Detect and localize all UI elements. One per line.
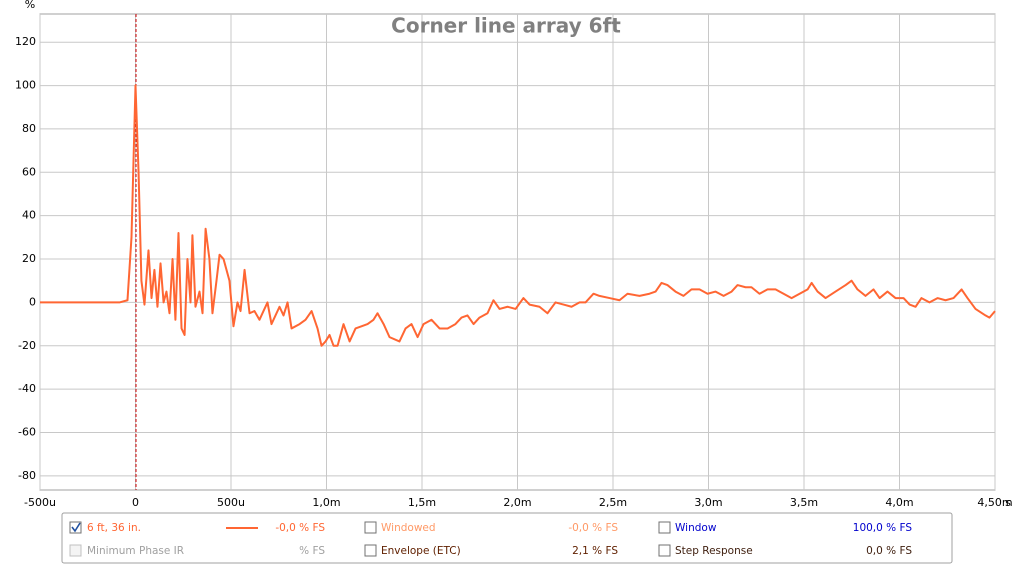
grid (39, 14, 996, 490)
x-tick-label: 1,5m (408, 496, 436, 509)
chart-title: Corner line array 6ft (391, 14, 621, 38)
plot (40, 84, 996, 347)
window-label[interactable]: Window (675, 522, 717, 534)
y-tick-label: 0 (29, 295, 36, 308)
check-mark (71, 522, 81, 533)
min-phase-label: Minimum Phase IR (87, 545, 184, 557)
level: % FS (299, 545, 325, 557)
y-tick-label: -40 (18, 382, 36, 395)
y-tick-label: 100 (15, 79, 36, 92)
legend-panel: 6 ft, 36 in. -0,0 % FS Windowed -0,0 % F… (61, 512, 953, 564)
y-tick-label: 80 (22, 122, 36, 135)
y-tick-label: 40 (22, 209, 36, 222)
x-tick-label: 3,0m (694, 496, 722, 509)
y-tick-label: 120 (15, 35, 36, 48)
level: 0,0 % FS (866, 545, 912, 557)
x-tick-label: -500u (24, 496, 56, 509)
checkbox[interactable] (364, 544, 377, 557)
y-axis-label: % (25, 0, 35, 11)
x-tick-label: 0 (132, 496, 139, 509)
series-legend-label[interactable]: 6 ft, 36 in. (87, 522, 141, 534)
windowed-label[interactable]: Windowed (381, 522, 436, 534)
panel-box (61, 512, 953, 564)
envelope-label[interactable]: Envelope (ETC) (381, 545, 461, 557)
level: 2,1 % FS (572, 545, 618, 557)
y-tick-label: 20 (22, 252, 36, 265)
x-axis-label: s (1005, 496, 1011, 509)
x-tick-label: 3,5m (790, 496, 818, 509)
x-tick-label: 2,5m (599, 496, 627, 509)
y-tick-label: -80 (18, 469, 36, 482)
step-label[interactable]: Step Response (675, 545, 753, 557)
x-tick-label: 2,0m (503, 496, 531, 509)
level: -0,0 % FS (275, 522, 325, 534)
level: -0,0 % FS (568, 522, 618, 534)
checkbox (69, 544, 82, 557)
x-tick-label: 4,50m (977, 496, 1012, 509)
checkbox[interactable] (69, 521, 82, 534)
x-tick-label: 4,0m (885, 496, 913, 509)
x-tick-label: 500u (217, 496, 245, 509)
level: 100,0 % FS (853, 522, 913, 534)
checkbox[interactable] (364, 521, 377, 534)
y-tick-label: -60 (18, 426, 36, 439)
checkbox[interactable] (658, 521, 671, 534)
x-tick-label: 1,0m (312, 496, 340, 509)
series-line (40, 84, 996, 347)
y-tick-label: 60 (22, 165, 36, 178)
checkbox[interactable] (658, 544, 671, 557)
y-tick-label: -20 (18, 339, 36, 352)
